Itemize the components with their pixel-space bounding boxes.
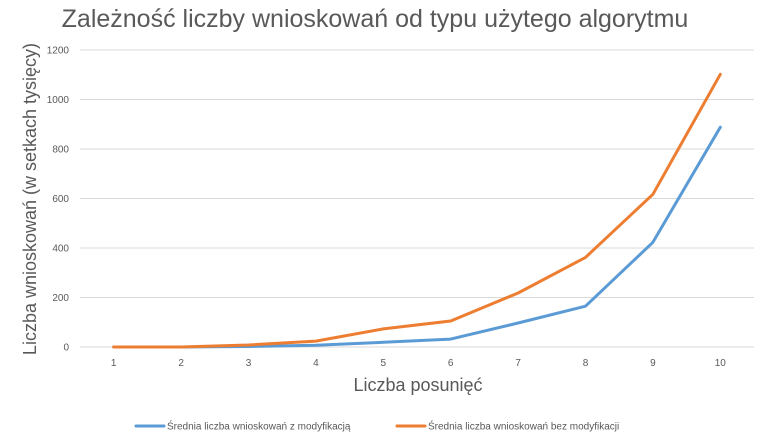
x-tick-label: 6 (448, 358, 454, 369)
y-tick-label: 1000 (47, 95, 70, 106)
x-tick-label: 10 (715, 358, 727, 369)
x-tick-label: 5 (381, 358, 387, 369)
x-tick-label: 9 (650, 358, 656, 369)
chart-title: Zależność liczby wnioskowań od typu użyt… (62, 5, 689, 33)
gridlines (80, 49, 754, 348)
x-tick-label: 4 (313, 358, 319, 369)
y-tick-label: 0 (63, 343, 69, 354)
x-axis-title: Liczba posunięć (353, 375, 482, 395)
legend-label: Średnia liczba wnioskowań z modyfikacją (167, 420, 351, 433)
y-tick-label: 1200 (47, 46, 70, 57)
y-tick-label: 200 (52, 293, 69, 304)
y-tick-label: 400 (52, 244, 69, 255)
x-tick-label: 1 (111, 358, 117, 369)
y-tick-label: 600 (52, 194, 69, 205)
legend: Średnia liczba wnioskowań z modyfikacją Ś… (134, 420, 619, 433)
series-line-1 (112, 125, 722, 349)
x-tick-labels: 1 2 3 4 5 6 7 8 9 10 (111, 358, 726, 369)
series-lines (112, 72, 722, 349)
x-tick-label: 8 (583, 358, 589, 369)
y-tick-label: 800 (52, 145, 69, 156)
legend-label: Średnia liczba wnioskowań bez modyfikacj… (428, 420, 619, 433)
y-tick-labels: 0 200 400 600 800 1000 1200 (47, 46, 70, 354)
x-tick-label: 3 (246, 358, 252, 369)
x-tick-label: 7 (515, 358, 521, 369)
y-axis-title: Liczba wnioskowań (w setkach tysięcy) (20, 43, 40, 355)
x-tick-label: 2 (178, 358, 184, 369)
series-line-2 (112, 72, 722, 349)
